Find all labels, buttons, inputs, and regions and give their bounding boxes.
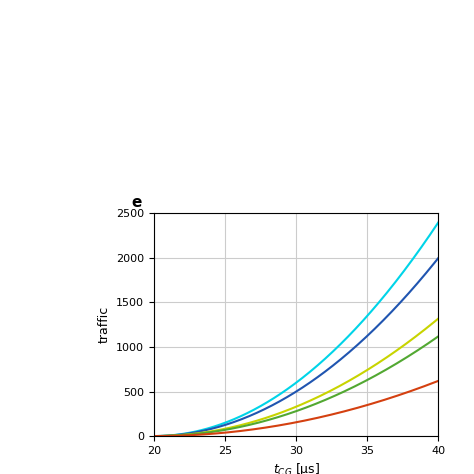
Y-axis label: traffic: traffic [98, 306, 110, 343]
X-axis label: $t_{CG}$ [μs]: $t_{CG}$ [μs] [273, 461, 320, 474]
Text: e: e [131, 195, 142, 210]
